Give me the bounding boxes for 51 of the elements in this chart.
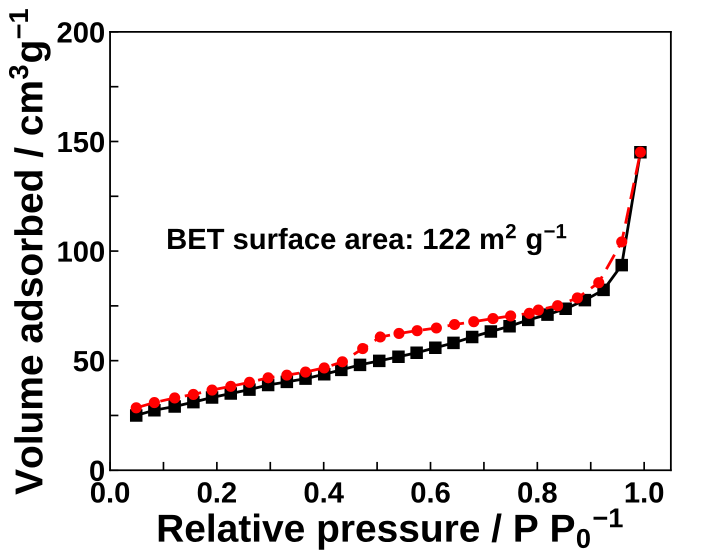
point — [169, 392, 180, 404]
y-tick-label: 200 — [58, 22, 104, 43]
point — [448, 318, 460, 330]
annotation: BET surface area: 122 m$^{2}$ g$^{−1}$ — [168, 224, 566, 256]
x-tick-label: 1.0 — [626, 482, 664, 503]
point — [616, 236, 628, 248]
y-tick-label: 0 — [90, 460, 104, 482]
point — [410, 346, 423, 360]
x-tick-label: 0.8 — [518, 482, 557, 503]
point — [372, 354, 386, 368]
point — [300, 366, 312, 378]
point — [392, 350, 405, 363]
point — [430, 322, 442, 334]
point — [552, 300, 564, 312]
point — [468, 316, 480, 328]
point — [487, 313, 499, 324]
point — [393, 328, 405, 340]
point — [281, 370, 292, 381]
point — [188, 388, 199, 400]
point — [593, 277, 604, 288]
point — [466, 330, 478, 344]
x-tick-label: 0.2 — [198, 482, 236, 503]
x-tick-label: 0.6 — [411, 482, 450, 503]
y-axis-title: Volume adsorbed / cm$^{3}$g$^{−1}$ — [8, 9, 51, 495]
point — [615, 258, 628, 272]
y-tick-label: 100 — [58, 241, 104, 262]
point — [354, 358, 366, 372]
y-tick-label: 150 — [58, 132, 104, 152]
point — [572, 292, 583, 304]
point — [244, 376, 256, 388]
point — [505, 310, 516, 322]
point — [336, 356, 348, 368]
point — [532, 304, 544, 316]
point — [148, 396, 160, 408]
point — [524, 308, 535, 319]
point — [357, 343, 368, 354]
point — [503, 320, 516, 332]
point — [484, 325, 498, 338]
x-tick-label: 0.4 — [304, 482, 344, 503]
x-axis-title: Relative pressure / P P$_{0}$$^{−1}$ — [158, 508, 623, 550]
point — [318, 362, 330, 374]
point — [262, 372, 274, 384]
point — [130, 402, 142, 414]
point — [206, 384, 218, 396]
x-tick-label: 0.0 — [90, 482, 130, 503]
point — [447, 336, 460, 350]
point — [429, 341, 442, 354]
point — [225, 380, 236, 392]
point — [412, 325, 423, 336]
y-tick-label: 50 — [74, 350, 104, 372]
point — [374, 331, 386, 343]
